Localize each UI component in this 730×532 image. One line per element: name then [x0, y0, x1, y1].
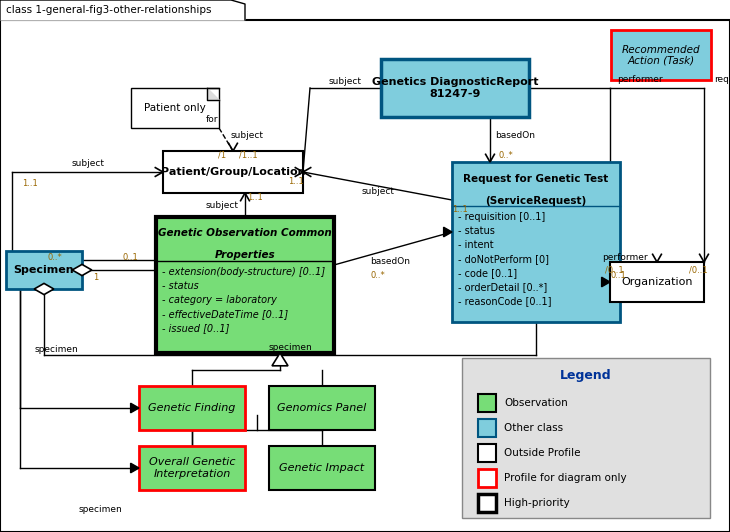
Text: Genomics Panel: Genomics Panel	[277, 403, 366, 413]
Text: for: for	[206, 115, 218, 124]
Text: class 1-general-fig3-other-relationships: class 1-general-fig3-other-relationships	[6, 5, 212, 15]
Text: specimen: specimen	[78, 505, 122, 514]
Text: subject: subject	[72, 160, 104, 169]
Text: 0..1: 0..1	[122, 254, 138, 262]
Bar	[6, 251, 82, 289]
Text: Genetics DiagnosticReport: Genetics DiagnosticReport	[372, 77, 538, 87]
Text: Interpretation: Interpretation	[153, 469, 231, 479]
Bar	[163, 151, 303, 193]
Text: subject: subject	[231, 131, 264, 140]
Text: 0..*: 0..*	[47, 254, 62, 262]
Text: 0..1: 0..1	[610, 271, 626, 280]
Text: Genetic Finding: Genetic Finding	[148, 403, 236, 413]
Text: Request for Genetic Test: Request for Genetic Test	[464, 173, 609, 184]
Text: performer: performer	[617, 76, 663, 85]
Text: - status: - status	[458, 226, 495, 236]
Text: specimen: specimen	[268, 344, 312, 353]
Text: - code [0..1]: - code [0..1]	[458, 268, 517, 278]
Polygon shape	[34, 284, 54, 295]
Text: basedOn: basedOn	[370, 257, 410, 267]
Text: Properties: Properties	[215, 251, 275, 261]
Text: - status: - status	[162, 281, 199, 291]
Text: High-priority: High-priority	[504, 498, 569, 508]
Text: - doNotPerform [0]: - doNotPerform [0]	[458, 254, 549, 264]
Text: 0..*: 0..*	[499, 151, 513, 160]
Bar	[269, 446, 375, 490]
Text: - intent: - intent	[458, 240, 493, 250]
Text: Outside Profile: Outside Profile	[504, 448, 580, 458]
Bar	[611, 30, 711, 80]
Text: 1..1: 1..1	[247, 193, 263, 202]
Bar	[478, 394, 496, 412]
Bar	[478, 444, 496, 462]
Text: - orderDetail [0..*]: - orderDetail [0..*]	[458, 282, 548, 292]
Text: Action (Task): Action (Task)	[628, 55, 694, 65]
Text: (ServiceRequest): (ServiceRequest)	[485, 195, 587, 205]
Text: 1..1: 1..1	[288, 178, 304, 187]
Polygon shape	[131, 463, 139, 473]
Bar	[478, 469, 496, 487]
Text: subject: subject	[328, 78, 361, 87]
Text: /0..1: /0..1	[688, 265, 707, 275]
Text: Patient/Group/Location: Patient/Group/Location	[161, 167, 305, 177]
Bar	[381, 59, 529, 117]
Text: 0..*: 0..*	[371, 270, 385, 279]
Text: 81247-9: 81247-9	[429, 89, 480, 98]
Text: Profile for diagram only: Profile for diagram only	[504, 473, 626, 483]
Text: /1..1: /1..1	[239, 151, 257, 160]
Polygon shape	[72, 264, 92, 276]
Text: - issued [0..1]: - issued [0..1]	[162, 323, 229, 333]
Polygon shape	[131, 403, 139, 413]
Text: Specimen: Specimen	[14, 265, 74, 275]
Text: /0..1: /0..1	[604, 265, 623, 275]
Text: - extension(body-structure) [0..1]: - extension(body-structure) [0..1]	[162, 267, 325, 277]
Text: 1: 1	[93, 273, 99, 282]
Text: Legend: Legend	[560, 370, 612, 383]
Text: Genetic Observation Common: Genetic Observation Common	[158, 229, 332, 238]
Text: Other class: Other class	[504, 423, 563, 433]
Text: specimen: specimen	[35, 345, 79, 354]
Bar	[478, 419, 496, 437]
Bar	[139, 386, 245, 430]
Bar	[610, 262, 704, 302]
Bar	[452, 162, 620, 322]
Polygon shape	[444, 227, 452, 237]
Polygon shape	[207, 88, 219, 100]
Bar	[131, 88, 219, 128]
Bar	[139, 446, 245, 490]
Text: Patient only: Patient only	[144, 103, 206, 113]
Polygon shape	[0, 0, 245, 20]
Polygon shape	[272, 353, 288, 366]
Text: performer: performer	[602, 254, 648, 262]
Bar	[269, 386, 375, 430]
Text: - category = laboratory: - category = laboratory	[162, 295, 277, 305]
Polygon shape	[602, 277, 610, 287]
Text: - requisition [0..1]: - requisition [0..1]	[458, 212, 545, 222]
Text: - effectiveDateTime [0..1]: - effectiveDateTime [0..1]	[162, 309, 288, 319]
Text: Observation: Observation	[504, 398, 568, 408]
Text: Organization: Organization	[621, 277, 693, 287]
Bar	[156, 217, 334, 353]
Text: /1: /1	[218, 151, 226, 160]
Bar	[478, 494, 496, 512]
Text: Genetic Impact: Genetic Impact	[280, 463, 364, 473]
Text: requester: requester	[714, 76, 730, 85]
Text: subject: subject	[361, 187, 394, 196]
Text: - reasonCode [0..1]: - reasonCode [0..1]	[458, 296, 551, 306]
Text: Recommended: Recommended	[622, 45, 700, 55]
Text: Overall Genetic: Overall Genetic	[149, 458, 235, 468]
Bar	[462, 358, 710, 518]
Text: basedOn: basedOn	[495, 130, 535, 139]
Text: subject: subject	[206, 202, 239, 211]
Text: 1..1: 1..1	[22, 179, 38, 188]
Text: 1..1: 1..1	[452, 205, 468, 214]
